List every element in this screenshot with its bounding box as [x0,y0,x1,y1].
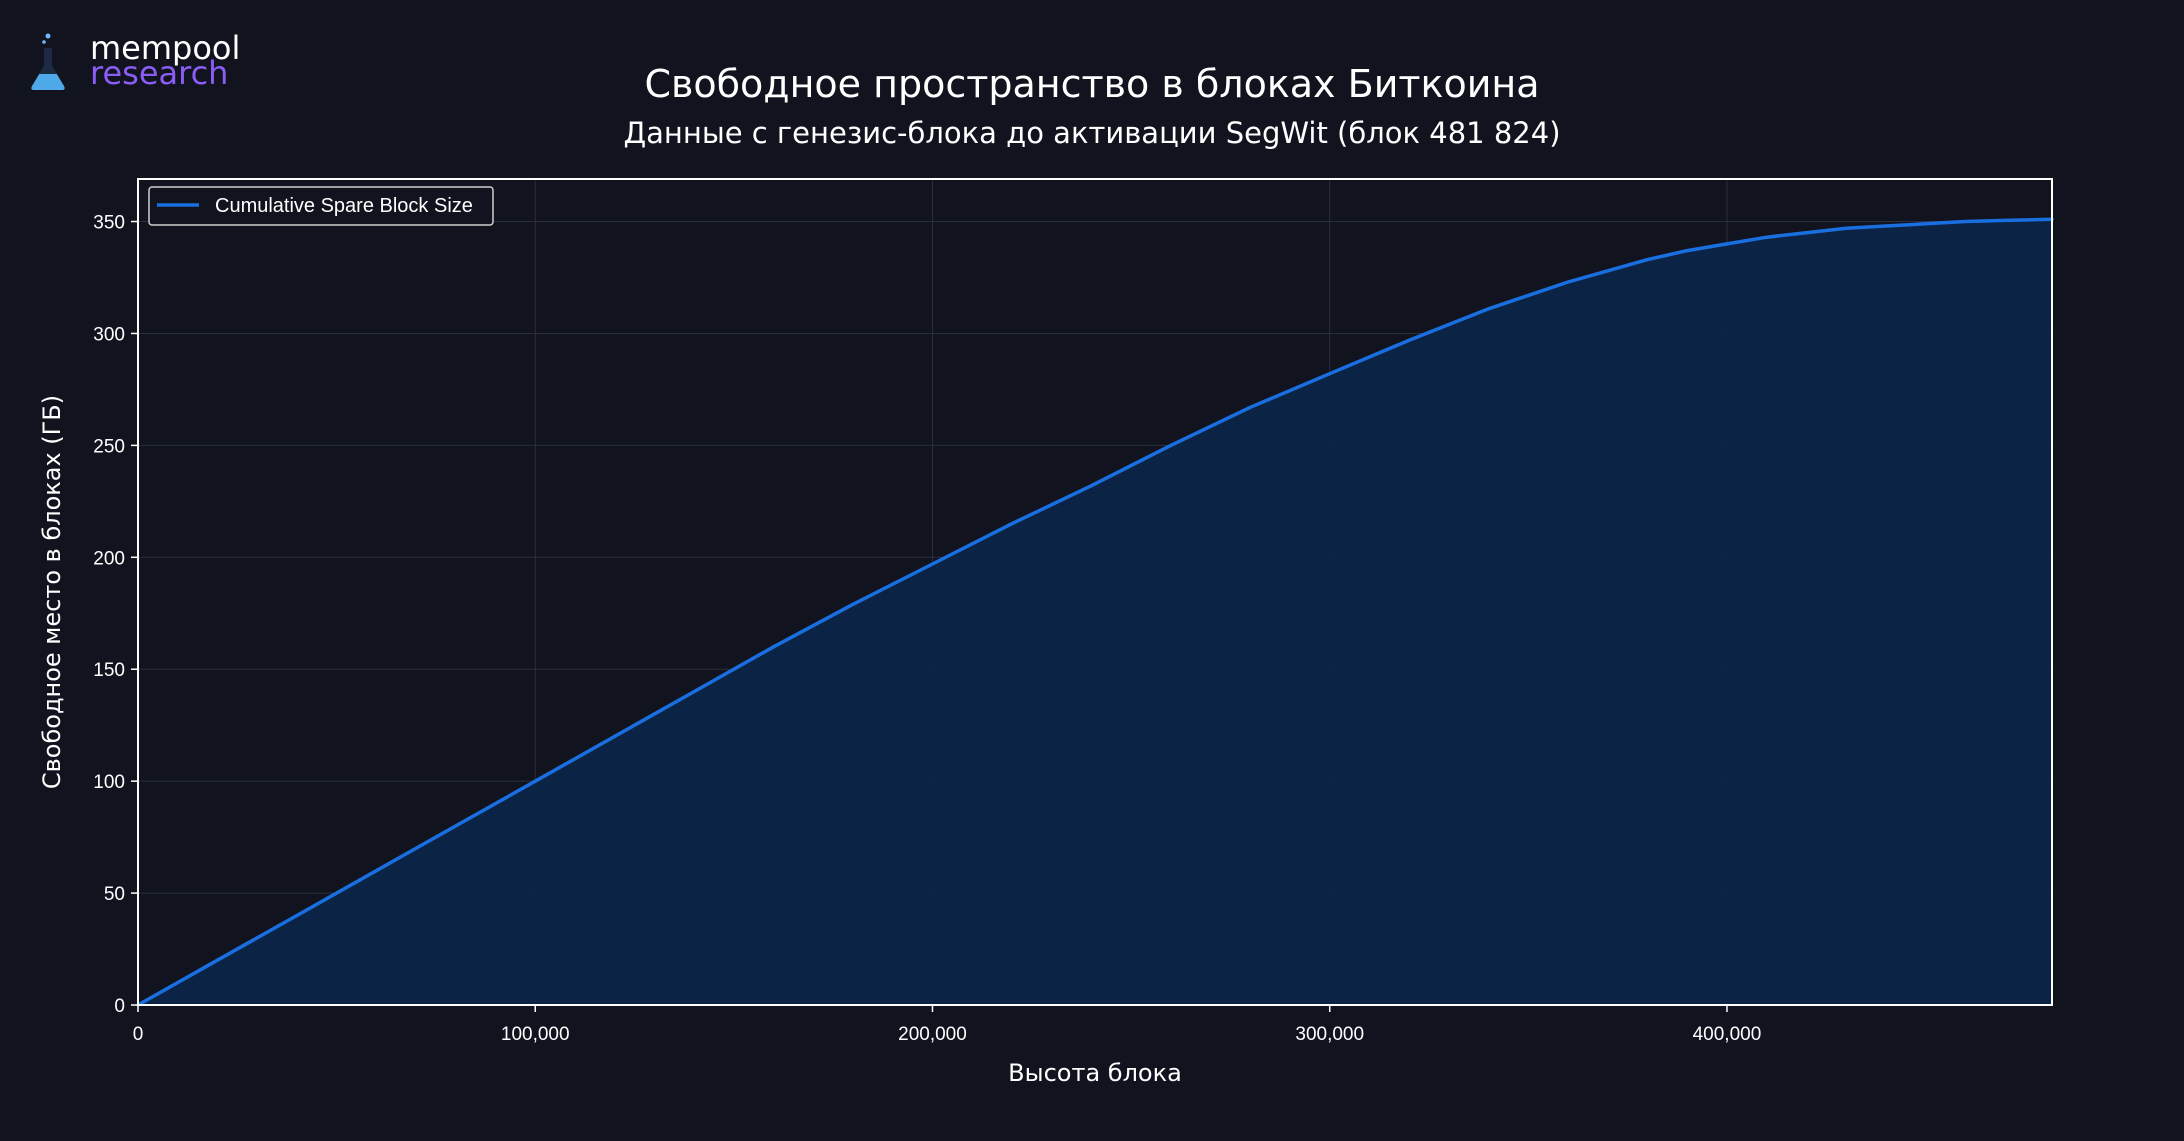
y-tick-label: 250 [93,436,125,457]
series-line [136,217,2054,1007]
brand-name-line2: research [90,54,228,92]
x-tick-label: 300,000 [1295,1024,1364,1045]
ticks: 0 50 100 150 200 250 300 350 0 100,000 200,000 300,… [93,213,1761,1045]
x-tick-label: 0 [133,1024,144,1045]
y-tick-label: 50 [104,884,125,905]
y-tick-label: 200 [93,548,125,569]
legend-box [148,186,494,226]
y-tick-label: 300 [93,324,125,345]
plot-frame [137,178,2053,1006]
x-tick-label: 100,000 [501,1024,570,1045]
x-tick-label: 400,000 [1693,1024,1762,1045]
area-layer [136,217,2054,1007]
y-tick-label: 0 [114,996,125,1017]
flask-icon [31,33,65,90]
x-axis-label: Высота блока [1008,1059,1182,1087]
y-tick-label: 100 [93,772,125,793]
brand-name-line1: mempool [90,29,240,67]
series-area-fill [138,219,2052,1006]
x-tick-label: 200,000 [898,1024,967,1045]
legend-label: Cumulative Spare Block Size [215,195,473,217]
legend: Cumulative Spare Block Size [148,186,494,226]
chart-title: Свободное пространство в блоках Биткоина [644,62,1539,106]
chart-subtitle: Данные с генезис-блока до активации SegW… [623,116,1560,150]
y-tick-label: 150 [93,660,125,681]
y-tick-label: 350 [93,213,125,234]
y-axis-label: Свободное место в блоках (ГБ) [38,395,66,789]
brand-logo: mempool research [31,29,240,92]
